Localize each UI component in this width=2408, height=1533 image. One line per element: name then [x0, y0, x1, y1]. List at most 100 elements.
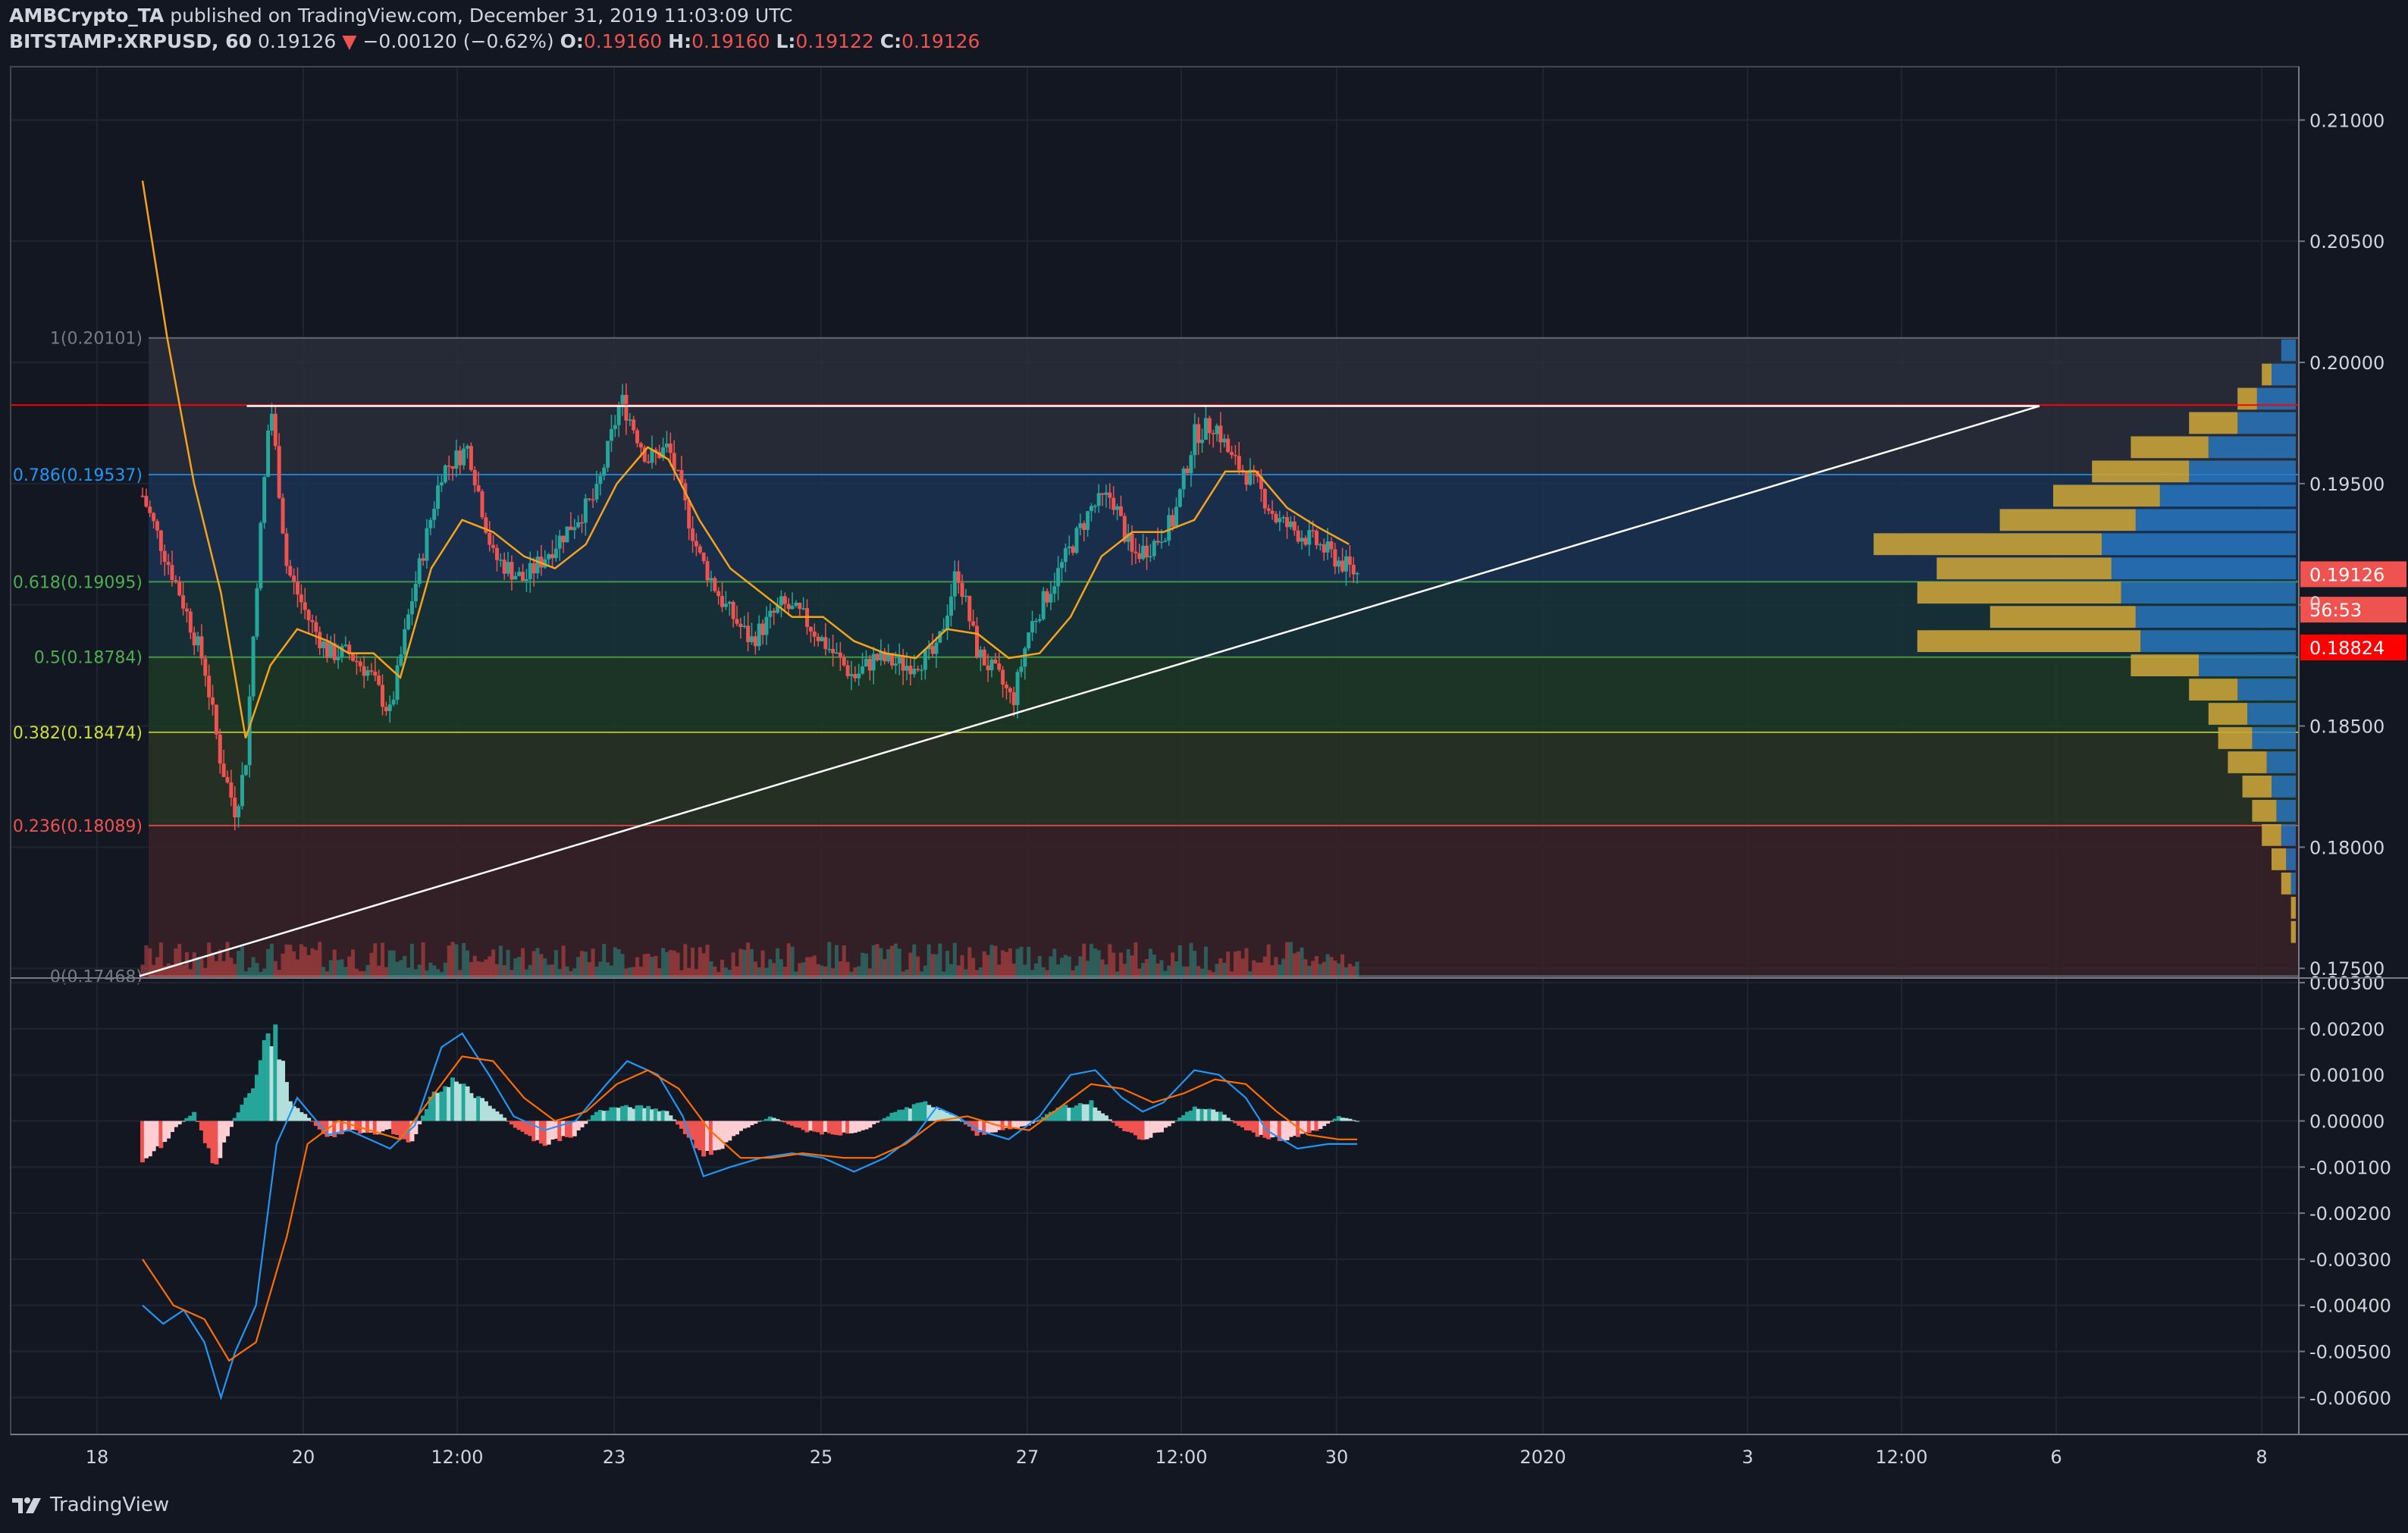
volume-bar [406, 967, 411, 978]
price-label-text: 0.19126 [2309, 564, 2384, 585]
volume-bar [1008, 948, 1012, 978]
volume-profile-up-bar [2290, 872, 2296, 895]
candle-body [886, 653, 891, 662]
macd-histogram-bar [1137, 1121, 1142, 1140]
macd-histogram-bar [1055, 1108, 1061, 1121]
candle-body [243, 765, 248, 776]
macd-histogram-bar [295, 1108, 300, 1121]
candle-body [1203, 418, 1208, 440]
candle-body [1074, 528, 1079, 553]
volume-bar [602, 944, 607, 978]
volume-profile-up-bar [2121, 582, 2296, 604]
volume-bar [561, 945, 566, 978]
candle-body [1218, 425, 1223, 443]
macd-histogram-bar [169, 1121, 174, 1133]
volume-bar [399, 960, 403, 978]
candle-body [798, 603, 802, 610]
volume-bar [1347, 964, 1352, 978]
macd-histogram-bar [1170, 1121, 1175, 1124]
candle-body [1130, 533, 1134, 552]
macd-histogram-bar [660, 1110, 666, 1121]
macd-histogram-bar [834, 1121, 839, 1136]
macd-histogram-bar [214, 1121, 219, 1165]
candle-body [609, 428, 613, 441]
volume-profile-down-bar [2262, 363, 2272, 386]
author-name[interactable]: AMBCrypto_TA [9, 5, 165, 27]
volume-profile-down-bar [1917, 630, 2141, 653]
volume-bar [960, 955, 964, 978]
price-tick-label: 0.18500 [2309, 716, 2384, 738]
chart-header: AMBCrypto_TA published on TradingView.co… [0, 0, 2408, 61]
candle-body [521, 572, 525, 582]
volume-profile-down-bar [2290, 896, 2296, 919]
macd-histogram-bar [151, 1121, 156, 1152]
macd-histogram-bar [1011, 1121, 1017, 1128]
macd-histogram-bar [767, 1116, 773, 1121]
macd-histogram-bar [384, 1121, 389, 1130]
macd-histogram-bar [173, 1121, 178, 1127]
volume-bar [1100, 959, 1105, 978]
macd-histogram-bar [158, 1121, 164, 1149]
volume-profile-down-bar [1936, 557, 2112, 580]
volume-bar [989, 945, 994, 978]
volume-profile-down-bar [2053, 484, 2160, 507]
volume-bar [1015, 948, 1020, 978]
volume-bar [1163, 970, 1168, 978]
candle-body [362, 666, 366, 676]
candle-body [1060, 562, 1064, 569]
candle-body [502, 560, 506, 574]
volume-bar [952, 942, 957, 978]
volume-bar [513, 958, 518, 978]
macd-histogram-bar [431, 1091, 437, 1121]
tradingview-logo-text: TradingView [50, 1494, 170, 1516]
macd-tick-label: 0.00300 [2309, 973, 2384, 994]
candle-body [679, 470, 684, 484]
macd-histogram-bar [221, 1121, 227, 1143]
macd-histogram-bar [1130, 1121, 1135, 1133]
candle-body [1089, 506, 1093, 512]
chart-canvas[interactable]: 1(0.20101) 0.786(0.19537) 0.618(0.19095) 0.… [0, 0, 2408, 1478]
macd-histogram-bar [387, 1121, 393, 1130]
volume-profile-down-bar [1989, 606, 2136, 629]
macd-histogram-bar [502, 1118, 507, 1121]
volume-bar [598, 961, 603, 978]
volume-bar [1344, 967, 1348, 978]
volume-bar [982, 951, 986, 978]
volume-profile-up-bar [2140, 630, 2296, 653]
volume-bar [318, 942, 322, 978]
candle-body [547, 554, 551, 560]
macd-histogram-bar [202, 1121, 208, 1143]
volume-bar [466, 950, 470, 978]
volume-bar [738, 948, 743, 978]
candle-body [598, 475, 603, 484]
volume-bar [720, 959, 725, 978]
macd-histogram-bar [254, 1074, 259, 1121]
macd-histogram-bar [339, 1121, 344, 1135]
volume-bar [1300, 947, 1304, 978]
candle-body [823, 637, 828, 650]
volume-bar [557, 969, 562, 978]
candle-body [1167, 515, 1171, 541]
macd-histogram-bar [199, 1121, 204, 1131]
macd-histogram-bar [852, 1121, 858, 1133]
volume-bar [772, 963, 776, 978]
macd-histogram-bar [1266, 1121, 1271, 1140]
symbol-label[interactable]: BITSTAMP:XRPUSD, 60 [9, 30, 252, 52]
macd-histogram-bar [649, 1109, 654, 1121]
volume-bar [978, 967, 983, 978]
macd-histogram-bar [155, 1121, 160, 1146]
volume-profile-up-bar [2252, 727, 2296, 749]
volume-bar [1155, 963, 1160, 978]
candle-body [1152, 541, 1156, 556]
macd-histogram-bar [365, 1121, 371, 1133]
volume-bar [517, 957, 522, 978]
candle-body [310, 620, 315, 622]
macd-histogram-bar [476, 1096, 481, 1121]
tradingview-logo[interactable]: TradingView [11, 1494, 169, 1516]
candle-body [1118, 506, 1123, 516]
macd-histogram-bar [1211, 1109, 1216, 1121]
macd-histogram-bar [281, 1061, 286, 1121]
macd-histogram-bar [313, 1121, 318, 1127]
price-change: −0.00120 (−0.62%) [362, 30, 554, 52]
candle-body [535, 556, 540, 574]
